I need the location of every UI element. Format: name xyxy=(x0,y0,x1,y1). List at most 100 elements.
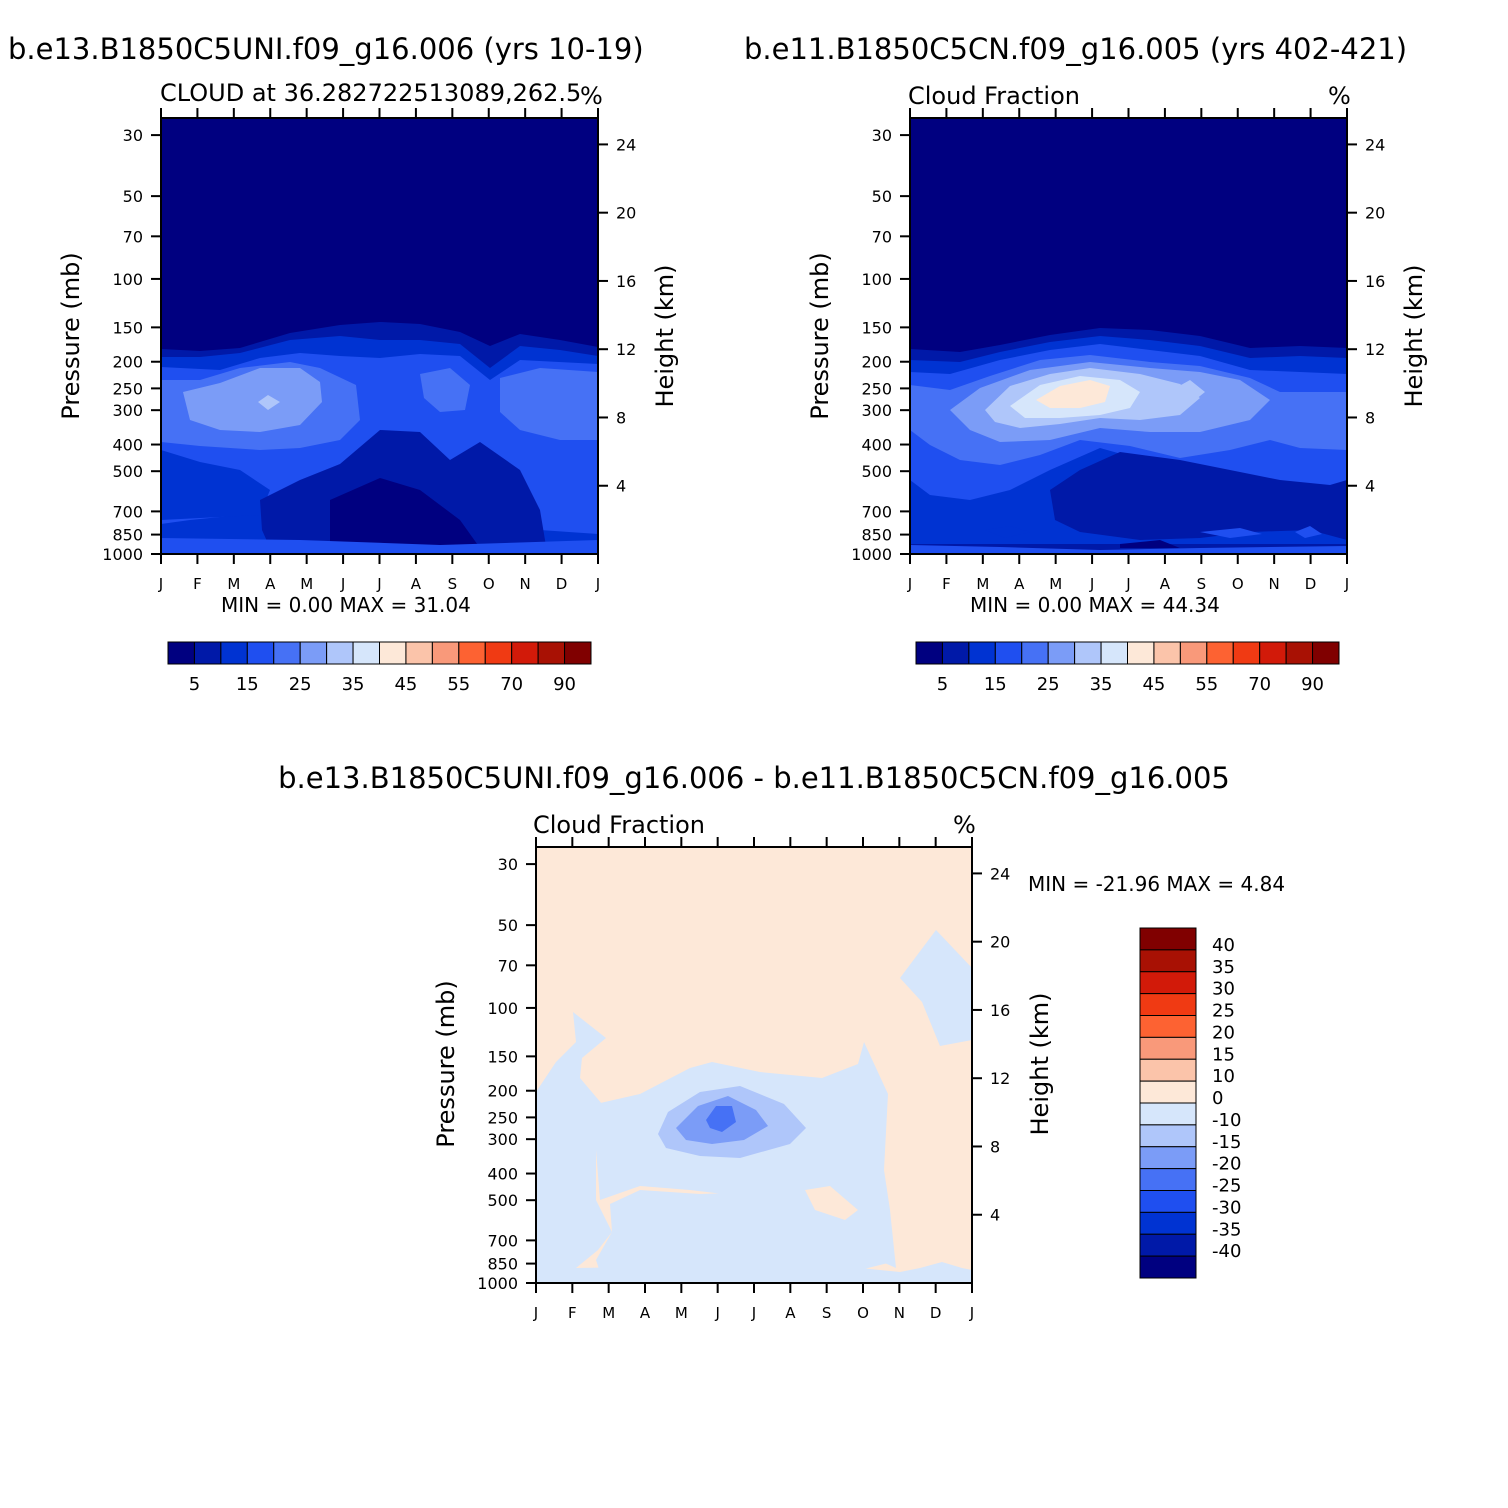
colorbar-label: 20 xyxy=(1212,1022,1235,1043)
colorbar-swatch xyxy=(1179,641,1208,665)
month-tick-label: S xyxy=(448,575,458,593)
month-tick-label: F xyxy=(942,575,951,593)
colorbar-label: 25 xyxy=(1212,1001,1235,1022)
pressure-tick-label: 100 xyxy=(112,270,143,289)
case1-minmax: MIN = 0.00 MAX = 31.04 xyxy=(221,593,471,617)
month-tick-label: A xyxy=(640,1304,651,1322)
colorbar-swatch xyxy=(511,641,539,665)
colorbar-swatch xyxy=(968,641,996,665)
pressure-tick-label: 850 xyxy=(112,526,143,545)
month-tick-label: J xyxy=(969,1304,974,1322)
colorbar-swatch xyxy=(1153,641,1181,665)
month-tick-label: O xyxy=(857,1304,869,1322)
colorbar-label: 15 xyxy=(984,674,1007,695)
colorbar-swatch xyxy=(1139,993,1197,1016)
month-tick-label: O xyxy=(1232,575,1244,593)
colorbar-label: 35 xyxy=(1090,674,1113,695)
colorbar-swatch xyxy=(246,641,275,665)
case2-ylabel-right: Height (km) xyxy=(1400,265,1428,408)
month-tick-label: F xyxy=(193,575,202,593)
colorbar-swatch xyxy=(915,641,943,665)
month-tick-label: M xyxy=(602,1304,615,1322)
case1-contour-field xyxy=(161,118,598,554)
case2-fill-level-40 xyxy=(1036,380,1110,408)
month-tick-label: J xyxy=(595,575,600,593)
month-tick-label: S xyxy=(822,1304,832,1322)
colorbar-swatch xyxy=(1206,641,1234,665)
colorbar-label: 0 xyxy=(1212,1088,1223,1109)
colorbar-label: 55 xyxy=(447,674,470,695)
colorbar-label: 90 xyxy=(1301,674,1324,695)
month-tick-label: A xyxy=(265,575,276,593)
case2-contour-field xyxy=(910,118,1347,554)
case2-fill-lower-core xyxy=(1120,540,1180,548)
colorbar-label: 70 xyxy=(1248,674,1271,695)
pressure-tick-label: 30 xyxy=(123,126,143,145)
height-tick-label: 16 xyxy=(616,272,636,291)
month-tick-label: J xyxy=(907,575,912,593)
diff-variable-label: Cloud Fraction xyxy=(533,811,705,839)
colorbar-swatch xyxy=(1232,641,1261,665)
month-tick-label: A xyxy=(785,1304,796,1322)
case2-minmax: MIN = 0.00 MAX = 44.34 xyxy=(970,593,1220,617)
month-tick-label: J xyxy=(714,1304,719,1322)
panel-case2: b.e11.B1850C5CN.f09_g16.005 (yrs 402-421… xyxy=(744,32,1428,695)
case2-fill-level-30b xyxy=(1172,380,1205,400)
pressure-tick-label: 850 xyxy=(487,1255,518,1274)
case2-colorbar: 5 15 25 35 45 55 70 90 xyxy=(915,641,1340,695)
colorbar-swatch xyxy=(1285,641,1314,665)
case1-fill-level-20c xyxy=(500,368,598,440)
colorbar-swatch xyxy=(1259,641,1287,665)
month-tick-label: M xyxy=(227,575,240,593)
month-tick-label: M xyxy=(675,1304,688,1322)
colorbar-label: -10 xyxy=(1212,1110,1241,1131)
height-tick-label: 12 xyxy=(1365,340,1385,359)
month-tick-label: A xyxy=(1160,575,1171,593)
pressure-tick-label: 50 xyxy=(123,187,143,206)
colorbar-swatch xyxy=(1139,949,1197,973)
pressure-tick-label: 30 xyxy=(498,855,518,874)
case1-fill-surface xyxy=(161,538,598,554)
height-tick-label: 8 xyxy=(616,408,626,427)
case1-fill-level-25 xyxy=(183,368,322,432)
month-tick-label: J xyxy=(533,1304,538,1322)
pressure-tick-label: 700 xyxy=(487,1231,518,1250)
colorbar-swatch xyxy=(941,641,970,665)
colorbar-label: 5 xyxy=(189,674,200,695)
pressure-tick-label: 400 xyxy=(112,436,143,455)
colorbar-swatch xyxy=(193,641,222,665)
colorbar-swatch xyxy=(1021,641,1049,665)
case1-fill-lower-min xyxy=(330,478,480,548)
pressure-tick-label: 400 xyxy=(487,1165,518,1184)
month-tick-label: D xyxy=(1305,575,1317,593)
pressure-tick-label: 500 xyxy=(112,462,143,481)
case1-fill-level-30 xyxy=(258,395,280,410)
colorbar-swatch xyxy=(1139,927,1197,951)
month-tick-label: D xyxy=(930,1304,942,1322)
height-tick-label: 16 xyxy=(990,1001,1010,1020)
height-tick-label: 20 xyxy=(616,204,636,223)
pressure-tick-label: 200 xyxy=(861,353,892,372)
colorbar-label: -20 xyxy=(1212,1154,1241,1175)
pressure-tick-label: 70 xyxy=(872,227,892,246)
pressure-tick-label: 100 xyxy=(487,999,518,1018)
colorbar-label: 25 xyxy=(1037,674,1060,695)
pressure-tick-label: 250 xyxy=(861,379,892,398)
case1-title: b.e13.B1850C5UNI.f09_g16.006 (yrs 10-19) xyxy=(8,32,644,66)
diff-minmax: MIN = -21.96 MAX = 4.84 xyxy=(1028,872,1285,896)
pressure-tick-label: 500 xyxy=(487,1191,518,1210)
colorbar-label: 10 xyxy=(1212,1066,1235,1087)
height-tick-label: 20 xyxy=(1365,204,1385,223)
colorbar-swatch xyxy=(1139,1211,1197,1235)
diff-units-label: % xyxy=(953,811,976,839)
colorbar-swatch xyxy=(1139,1015,1197,1038)
pressure-tick-label: 100 xyxy=(861,270,892,289)
pressure-tick-label: 500 xyxy=(861,462,892,481)
colorbar-label: 30 xyxy=(1212,979,1235,1000)
colorbar-swatch xyxy=(1139,1255,1197,1279)
colorbar-label: -40 xyxy=(1212,1241,1241,1262)
panel-case1: b.e13.B1850C5UNI.f09_g16.006 (yrs 10-19)… xyxy=(8,32,679,695)
colorbar-swatch xyxy=(379,641,407,665)
colorbar-swatch xyxy=(1312,641,1340,665)
